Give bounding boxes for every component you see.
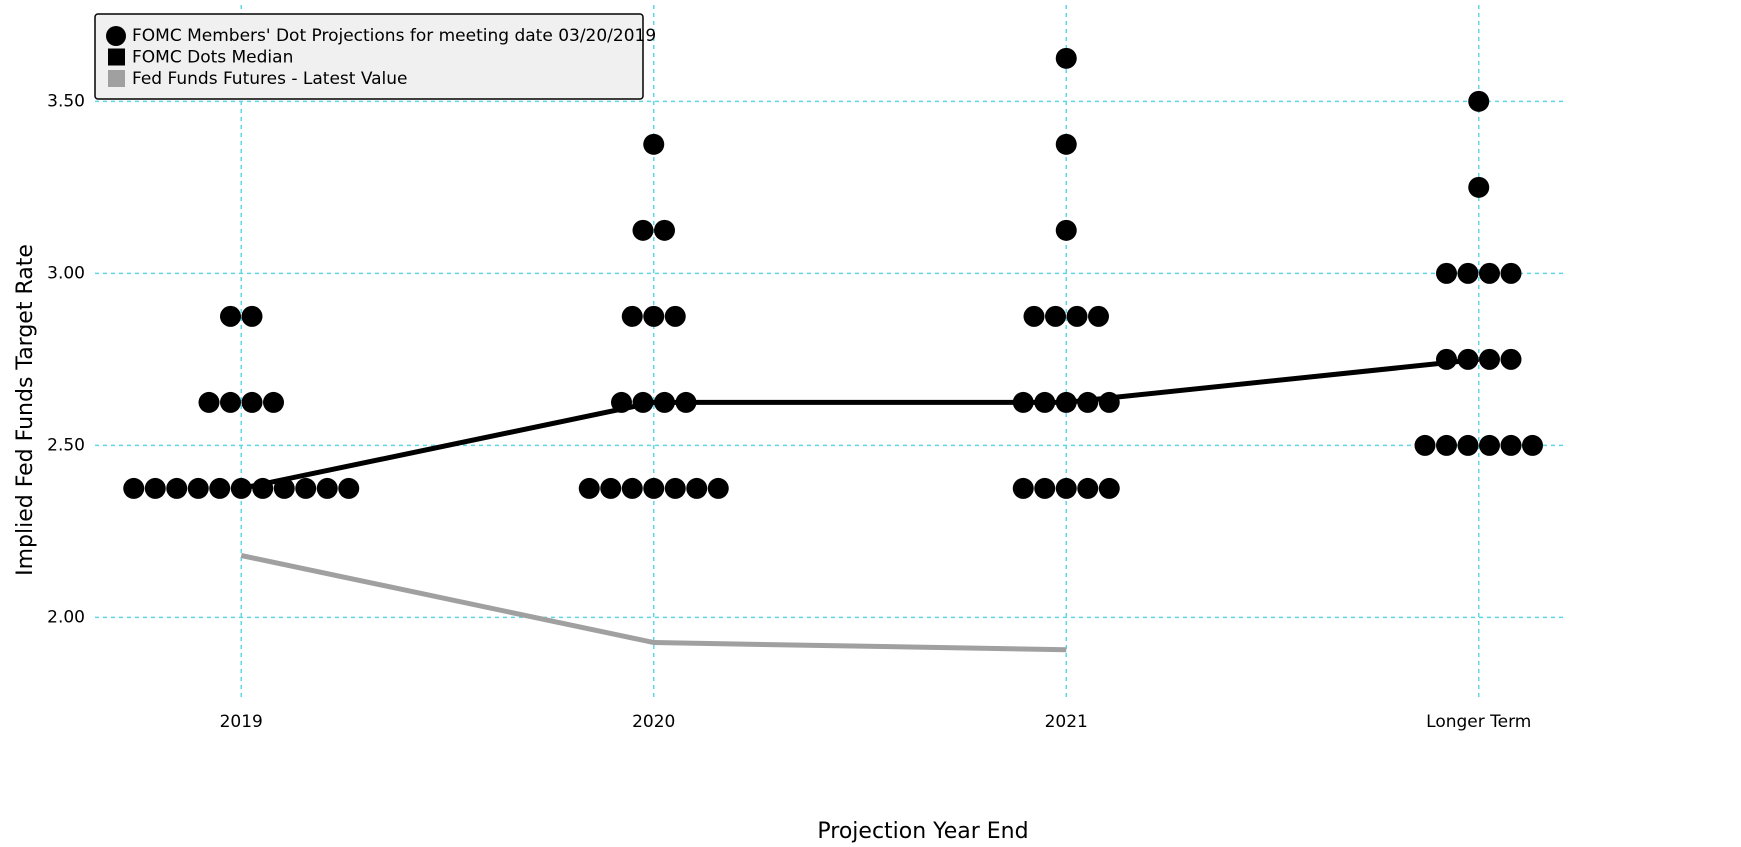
dot bbox=[1012, 477, 1034, 499]
dot bbox=[295, 477, 317, 499]
dot bbox=[1088, 305, 1109, 327]
dot bbox=[1468, 90, 1490, 112]
dot bbox=[198, 391, 220, 413]
dot bbox=[1055, 133, 1077, 155]
dot bbox=[1066, 305, 1088, 327]
dot bbox=[338, 477, 360, 499]
dot bbox=[1500, 434, 1522, 456]
dot bbox=[1436, 262, 1457, 284]
dot bbox=[220, 305, 241, 327]
dot bbox=[1457, 434, 1479, 456]
y-tick-label: 3.50 bbox=[47, 91, 85, 111]
x-axis-title: Projection Year End bbox=[817, 819, 1028, 844]
legend: FOMC Members' Dot Projections for meetin… bbox=[94, 13, 656, 100]
dot bbox=[144, 477, 166, 499]
dot bbox=[1055, 219, 1077, 241]
dot bbox=[1055, 477, 1077, 499]
dot bbox=[664, 305, 686, 327]
y-axis-title: Implied Fed Funds Target Rate bbox=[13, 244, 38, 576]
line bbox=[240, 553, 1067, 653]
dot bbox=[209, 477, 231, 499]
dot bbox=[621, 477, 643, 499]
dot bbox=[1468, 176, 1490, 198]
dot bbox=[187, 477, 209, 499]
dot bbox=[600, 477, 622, 499]
dot bbox=[241, 305, 263, 327]
dot bbox=[166, 477, 188, 499]
dot bbox=[1414, 434, 1436, 456]
y-tick-label: 3.00 bbox=[47, 263, 85, 283]
dot bbox=[707, 477, 729, 499]
line bbox=[240, 356, 1480, 491]
dot bbox=[686, 477, 708, 499]
dot bbox=[1077, 477, 1099, 499]
dot bbox=[1055, 47, 1077, 69]
dot bbox=[1479, 262, 1500, 284]
dot bbox=[643, 133, 665, 155]
dot bbox=[1479, 348, 1500, 370]
dot bbox=[263, 391, 284, 413]
dot bbox=[1436, 348, 1457, 370]
dot bbox=[1098, 477, 1120, 499]
dot bbox=[241, 391, 263, 413]
dot bbox=[643, 305, 665, 327]
dot bbox=[220, 391, 241, 413]
dot bbox=[621, 305, 643, 327]
dot bbox=[1436, 434, 1457, 456]
legend-label: Fed Funds Futures - Latest Value bbox=[132, 69, 408, 89]
legend-label: FOMC Members' Dot Projections for meetin… bbox=[132, 26, 656, 46]
dot bbox=[1045, 305, 1066, 327]
y-tick-label: 2.50 bbox=[47, 435, 85, 455]
y-tick-label: 2.00 bbox=[47, 607, 85, 627]
dot bbox=[123, 477, 145, 499]
dot bbox=[1479, 434, 1500, 456]
legend-box bbox=[94, 13, 644, 100]
dot bbox=[654, 219, 675, 241]
dot bbox=[1023, 305, 1045, 327]
x-tick-label: 2019 bbox=[220, 712, 263, 732]
dot bbox=[632, 219, 654, 241]
dot bbox=[1457, 262, 1479, 284]
legend-symbol bbox=[108, 48, 125, 66]
dot bbox=[643, 477, 665, 499]
dot bbox=[1500, 348, 1522, 370]
dot bbox=[1500, 262, 1522, 284]
dot bbox=[1522, 434, 1543, 456]
legend-label: FOMC Dots Median bbox=[132, 48, 293, 68]
dot bbox=[578, 477, 600, 499]
legend-symbol bbox=[106, 26, 126, 46]
legend-symbol bbox=[108, 70, 125, 87]
dot bbox=[664, 477, 686, 499]
dot bbox=[273, 477, 295, 499]
x-tick-label: Longer Term bbox=[1426, 712, 1531, 732]
x-tick-label: 2021 bbox=[1045, 712, 1088, 732]
dot bbox=[316, 477, 338, 499]
x-tick-label: 2020 bbox=[632, 712, 675, 732]
dot bbox=[1034, 477, 1056, 499]
